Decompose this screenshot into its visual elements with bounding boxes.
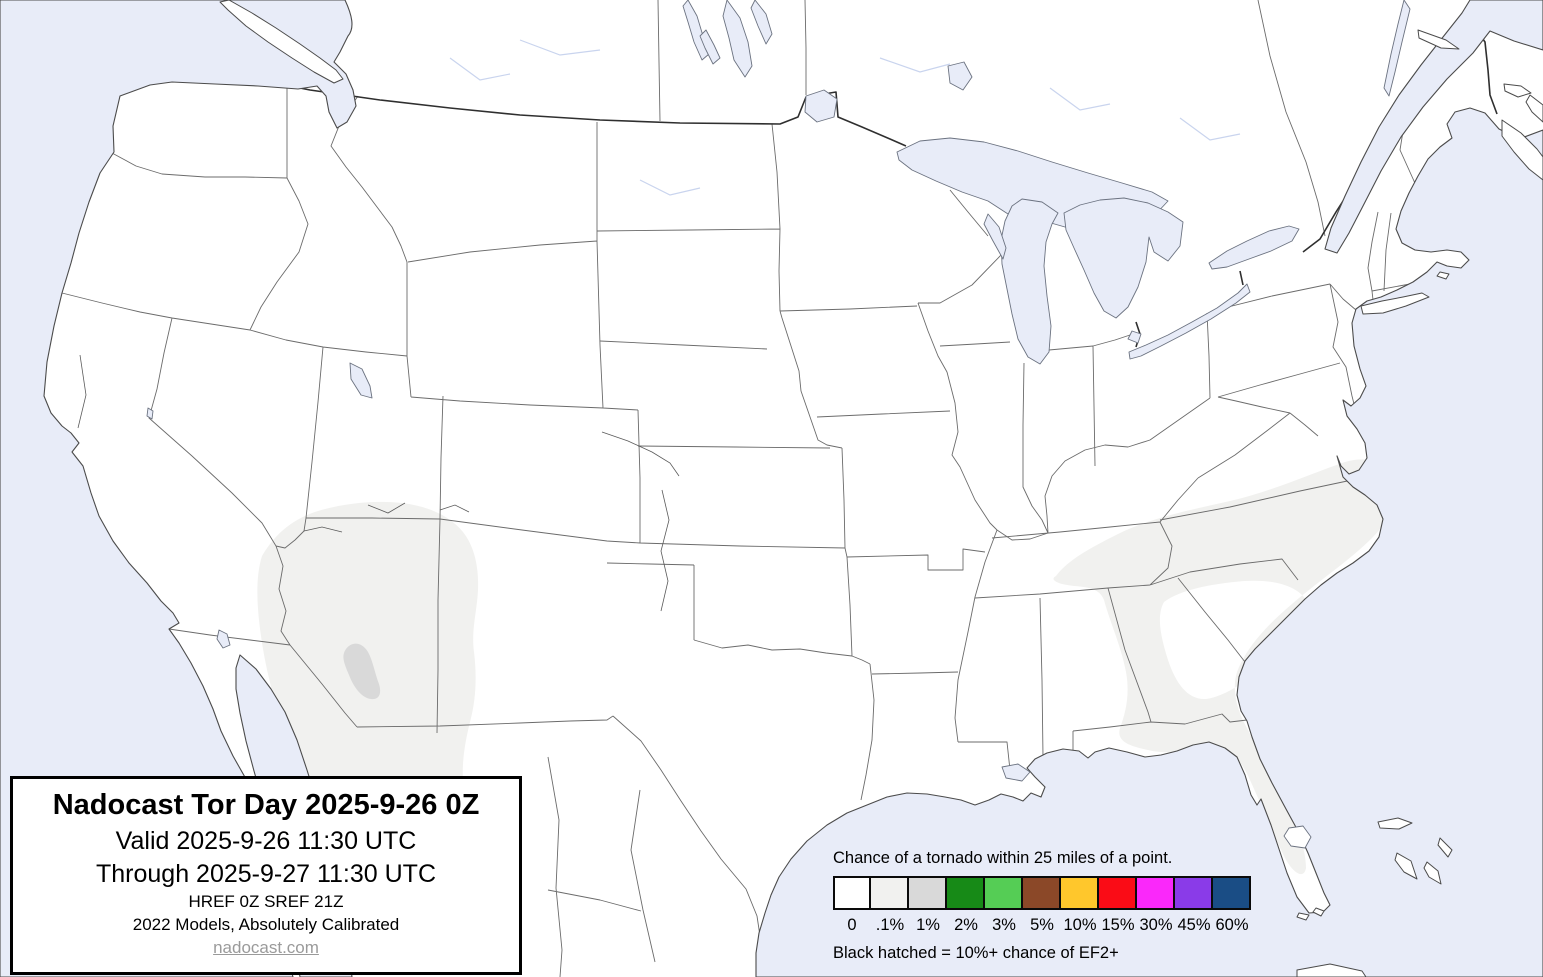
legend-label: 60% bbox=[1215, 916, 1249, 934]
lake-st-clair bbox=[1127, 330, 1142, 344]
cape-breton-island bbox=[1525, 94, 1543, 123]
legend-swatch-45% bbox=[1173, 876, 1213, 910]
probability-legend: Chance of a tornado within 25 miles of a… bbox=[833, 849, 1263, 963]
legend-bin-1% bbox=[907, 876, 947, 910]
lake-of-the-woods bbox=[804, 89, 838, 123]
bahama-island bbox=[1423, 861, 1442, 885]
legend-swatch-60% bbox=[1211, 876, 1251, 910]
legend-swatch-30% bbox=[1135, 876, 1175, 910]
eleuthera-island bbox=[1437, 837, 1453, 858]
page-title: Nadocast Tor Day 2025-9-26 0Z bbox=[52, 789, 480, 821]
minor-rivers-decorative bbox=[449, 39, 1241, 196]
legend-swatch-.1% bbox=[869, 876, 909, 910]
legend-bin-60% bbox=[1211, 876, 1251, 910]
major-rivers bbox=[77, 354, 680, 612]
through-time: Through 2025-9-27 11:30 UTC bbox=[95, 859, 436, 888]
contour-01pct-southeast bbox=[1053, 459, 1397, 875]
missouri-river-nd bbox=[601, 431, 680, 477]
andros-island bbox=[1394, 852, 1418, 880]
pacific-ocean bbox=[0, 0, 357, 977]
legend-bin-.1% bbox=[869, 876, 909, 910]
atlantic-ocean-gulf-of-mexico bbox=[755, 107, 1543, 977]
lake-okeechobee bbox=[1283, 825, 1312, 849]
legend-bin-15% bbox=[1097, 876, 1137, 910]
green-bay bbox=[983, 213, 1007, 260]
legend-bin-3% bbox=[983, 876, 1023, 910]
legend-label: 10% bbox=[1063, 916, 1097, 934]
legend-swatch-10% bbox=[1059, 876, 1099, 910]
legend-swatch-0 bbox=[833, 876, 871, 910]
lake-tahoe bbox=[146, 407, 154, 420]
legend-label: 1% bbox=[916, 916, 940, 934]
grand-bahama bbox=[1377, 817, 1413, 830]
lake-huron bbox=[1063, 197, 1184, 319]
lake-champlain bbox=[1383, 0, 1411, 97]
legend-swatch-1% bbox=[907, 876, 947, 910]
southern-state-borders bbox=[974, 477, 1353, 758]
legend-label: 2% bbox=[954, 916, 978, 934]
lake-ontario bbox=[1208, 225, 1300, 270]
lake-winnipegosis bbox=[682, 0, 710, 61]
vancouver-island bbox=[219, 0, 344, 84]
legend-label: .1% bbox=[875, 916, 905, 934]
legend-label: 0 bbox=[847, 916, 857, 934]
model-inputs: HREF 0Z SREF 21Z bbox=[188, 891, 344, 911]
legend-label: 15% bbox=[1101, 916, 1135, 934]
legend-label: 5% bbox=[1030, 916, 1054, 934]
mexico-state-borders bbox=[547, 756, 656, 977]
legend-bin-0 bbox=[833, 876, 871, 910]
lake-manitoba bbox=[699, 29, 721, 65]
lake-nipigon bbox=[947, 61, 973, 91]
sacramento-river bbox=[77, 354, 87, 429]
lake-winnipeg-east-lobe bbox=[750, 0, 773, 45]
western-state-borders bbox=[61, 62, 846, 954]
contour-1pct-arizona bbox=[343, 643, 381, 700]
islands bbox=[219, 0, 1543, 977]
colorado-river-lake-mead bbox=[303, 526, 343, 533]
lake-pontchartrain bbox=[1001, 763, 1031, 782]
legend-label: 30% bbox=[1139, 916, 1173, 934]
san-juan-river bbox=[439, 504, 470, 513]
state-borders bbox=[61, 0, 1447, 977]
nadocast-link[interactable]: nadocast.com bbox=[213, 937, 319, 957]
legend-swatch-3% bbox=[983, 876, 1023, 910]
prince-edward-island bbox=[1503, 83, 1532, 98]
legend-label: 45% bbox=[1177, 916, 1211, 934]
valid-time: Valid 2025-9-26 11:30 UTC bbox=[115, 826, 417, 855]
legend-bin-45% bbox=[1173, 876, 1213, 910]
midwest-state-borders bbox=[917, 189, 1211, 771]
legend-label: 3% bbox=[992, 916, 1016, 934]
nova-scotia bbox=[1501, 119, 1543, 181]
lakes bbox=[146, 0, 1411, 849]
legend-swatch-2% bbox=[945, 876, 985, 910]
long-island bbox=[1360, 292, 1430, 315]
canada-province-borders bbox=[657, 0, 1326, 237]
plains-state-borders bbox=[596, 123, 986, 801]
legend-hatched-note: Black hatched = 10%+ chance of EF2+ bbox=[833, 944, 1119, 962]
salton-sea bbox=[216, 629, 231, 649]
legend-bin-5% bbox=[1021, 876, 1061, 910]
anticosti-island bbox=[1417, 29, 1460, 50]
lake-winnipeg bbox=[722, 0, 753, 78]
florida-keys bbox=[1296, 907, 1325, 921]
title-box: Nadocast Tor Day 2025-9-26 0Z Valid 2025… bbox=[10, 776, 522, 975]
legend-bin-2% bbox=[945, 876, 985, 910]
cuba bbox=[1296, 963, 1367, 977]
great-salt-lake bbox=[349, 362, 373, 399]
legend-bin-30% bbox=[1135, 876, 1175, 910]
marthas-vineyard bbox=[1436, 271, 1450, 280]
calibration-note: 2022 Models, Absolutely Calibrated bbox=[132, 914, 400, 934]
legend-bin-10% bbox=[1059, 876, 1099, 910]
legend-swatch-15% bbox=[1097, 876, 1137, 910]
gulf-of-st-lawrence bbox=[1324, 0, 1543, 254]
legend-swatch-5% bbox=[1021, 876, 1061, 910]
legend-labels: 0 .1% 1% 2% 3% 5% 10% 15% 30% 45% 60% bbox=[833, 916, 1263, 935]
legend-heading: Chance of a tornado within 25 miles of a… bbox=[833, 849, 1173, 867]
lake-michigan bbox=[1000, 198, 1059, 365]
lake-erie bbox=[1128, 283, 1251, 360]
legend-bins bbox=[833, 876, 1263, 910]
missouri-river-sd bbox=[660, 489, 670, 612]
colorado-river-lake-powell bbox=[367, 502, 406, 514]
